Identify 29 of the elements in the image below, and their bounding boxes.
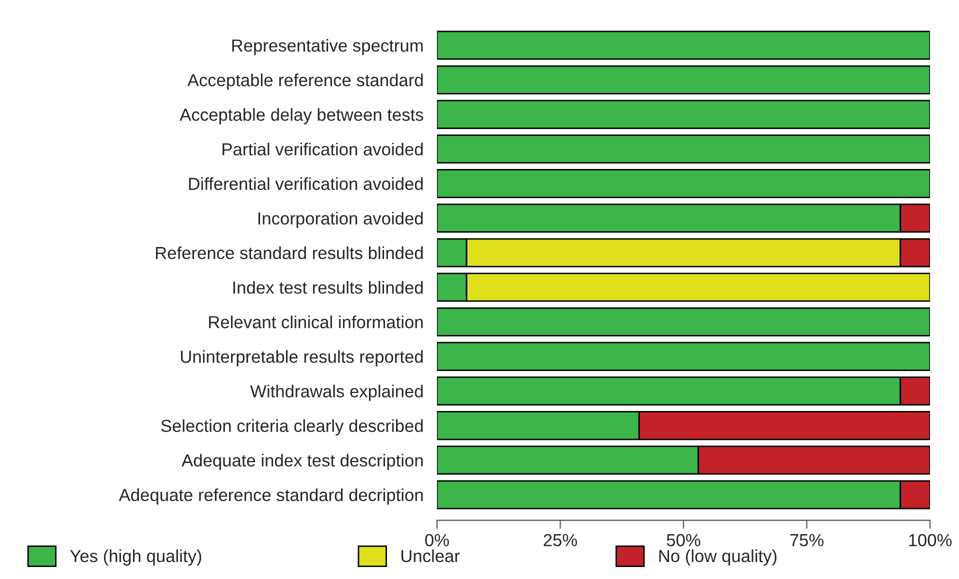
y-tick-label: Adequate reference standard decription [118,488,423,505]
y-tick-label: Selection criteria clearly described [161,419,423,436]
x-tick-label: 50% [666,534,700,546]
x-tick-label: 0% [425,534,449,546]
bar [437,307,930,336]
x-tick-label: 100% [909,534,952,546]
y-tick-label: Adequate index test description [182,454,423,470]
legend-label: No (low quality) [659,549,776,566]
y-tick-label: Withdrawals explained [250,384,423,401]
x-tick-label: 75% [790,534,824,546]
y-tick-label: Index test results blinded [233,280,423,294]
y-tick-label: Relevant clinical information [209,316,423,328]
y-tick-label: Acceptable reference standard [187,74,423,90]
bar [437,342,930,371]
y-tick-label: Differential verification avoided [189,177,423,190]
y-tick-label: Representative spectrum [232,38,423,56]
legend-label: Yes (high quality) [70,549,202,566]
bar [437,65,930,94]
bar [437,169,930,198]
y-tick-label: Incorporation avoided [258,212,423,228]
y-tick-label: Partial verification avoided [222,142,423,156]
x-tick-label: 25% [544,534,578,546]
y-tick-label: Uninterpretable results reported [181,350,423,366]
y-tick-label: Reference standard results blinded [156,246,423,260]
bar [437,30,930,60]
bar [437,100,930,129]
y-tick-label: Acceptable delay between tests [180,108,424,124]
legend-label: Unclear [402,549,460,562]
bar [437,134,930,164]
